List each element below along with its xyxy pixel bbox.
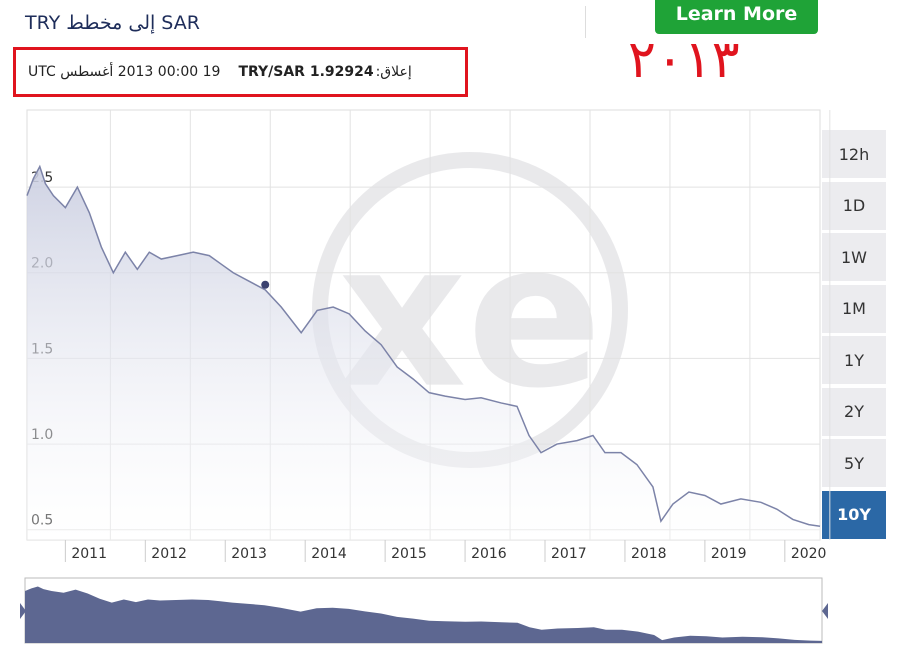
y-tick-label: 2.5 — [31, 170, 53, 186]
page-title: TRY إلى مخطط SAR — [25, 12, 200, 34]
navigator-frame — [24, 577, 823, 644]
highlight-point — [261, 280, 270, 289]
range-button[interactable]: 2Y — [822, 387, 886, 436]
x-tick-label: 2020 — [791, 546, 827, 562]
info-box: 19 00:00 2013 أغسطس UTC TRY/SAR 1.92924 إ… — [13, 47, 468, 97]
x-tick-label: 2012 — [151, 546, 187, 562]
y-tick-label: 1.0 — [31, 427, 53, 443]
navigator-handle — [822, 603, 828, 619]
x-tick-label: 2015 — [391, 546, 427, 562]
watermark: xe — [312, 152, 628, 468]
timestamp: 19 00:00 2013 أغسطس UTC — [28, 64, 221, 80]
year-annotation: ٢٠١٣ — [628, 30, 740, 90]
x-tick-label: 2019 — [711, 546, 747, 562]
learn-more-button[interactable]: Learn More — [655, 0, 818, 34]
x-tick-label: 2014 — [311, 546, 347, 562]
range-button[interactable]: 1Y — [822, 336, 886, 384]
navigator-handle — [20, 603, 26, 619]
x-tick-label: 2016 — [471, 546, 507, 562]
x-tick-label: 2013 — [231, 546, 267, 562]
range-button[interactable]: 12h — [822, 130, 886, 178]
divider — [585, 6, 586, 38]
price-line — [26, 164, 821, 528]
navigator-area — [25, 586, 822, 643]
y-tick-label: 1.5 — [31, 341, 53, 357]
range-button[interactable]: 1M — [822, 284, 886, 333]
close-label: إعلاق: — [375, 64, 412, 80]
range-button[interactable]: 5Y — [822, 439, 886, 487]
x-tick-label: 2018 — [631, 546, 667, 562]
pair-value: TRY/SAR 1.92924 — [238, 64, 374, 80]
range-button[interactable]: 1W — [822, 233, 886, 281]
y-tick-label: 2.0 — [31, 256, 53, 272]
plot-frame — [26, 109, 821, 541]
y-tick-label: 0.5 — [31, 513, 53, 529]
x-tick-label: 2017 — [551, 546, 587, 562]
range-button[interactable]: 10Y — [822, 490, 886, 539]
svg-text:xe: xe — [338, 200, 603, 433]
range-button[interactable]: 1D — [822, 181, 886, 230]
area — [27, 166, 820, 540]
x-tick-label: 2011 — [71, 546, 107, 562]
